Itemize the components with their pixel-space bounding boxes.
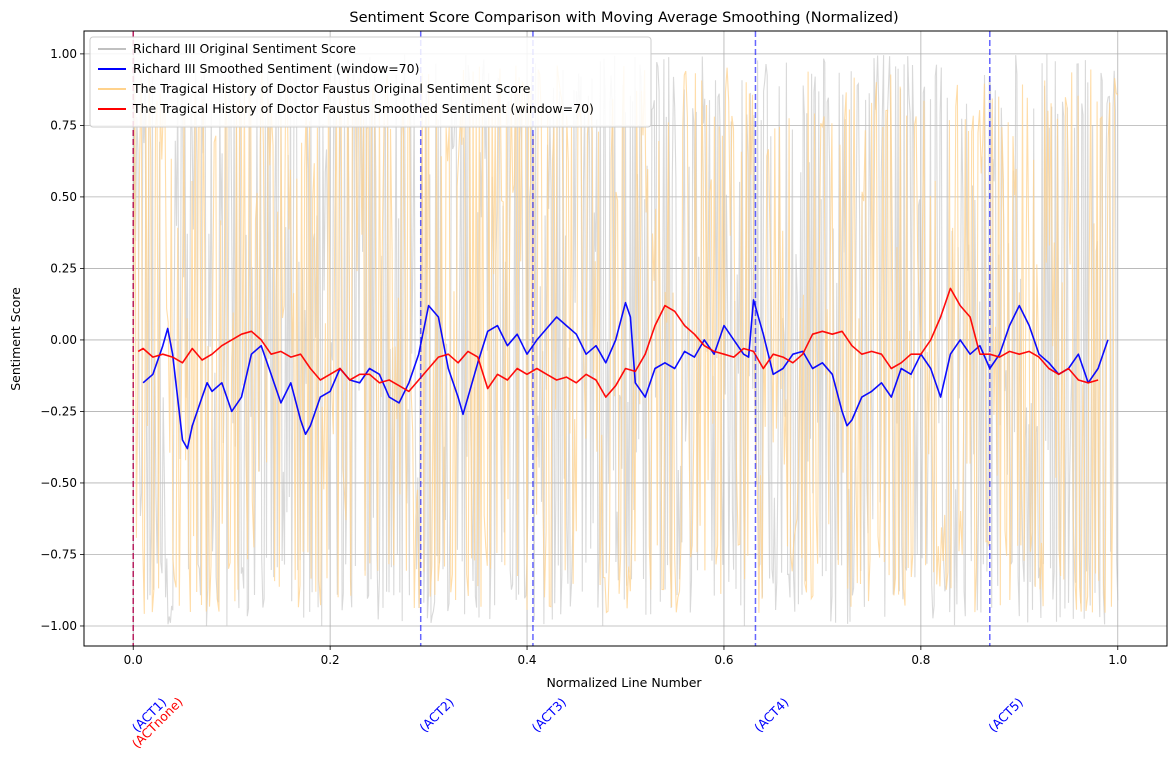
y-tick-label: 0.00 xyxy=(50,333,77,347)
y-tick-label: 0.25 xyxy=(50,261,77,275)
y-axis-label: Sentiment Score xyxy=(8,287,23,391)
act-markers xyxy=(132,31,991,646)
smoothed-series-layer xyxy=(137,287,1109,450)
act-labels: (ACT1)(ACTnone) (ACT2) (ACT3) (ACT4) (ACT5) xyxy=(129,694,1026,751)
legend-box xyxy=(89,36,652,128)
x-tick-label: 0.6 xyxy=(714,653,733,667)
act-label: (ACT2) xyxy=(416,695,457,736)
legend-label: Richard III Smoothed Sentiment (window=7… xyxy=(133,61,419,76)
x-tick-label: 0.8 xyxy=(911,653,930,667)
legend: Richard III Original Sentiment Score Rich… xyxy=(89,36,652,128)
act-label: (ACT4) xyxy=(751,695,792,736)
legend-label: The Tragical History of Doctor Faustus S… xyxy=(132,101,594,116)
chart-title: Sentiment Score Comparison with Moving A… xyxy=(349,10,898,26)
y-tick-label: −0.25 xyxy=(40,404,77,418)
x-tick-label: 0.0 xyxy=(124,653,143,667)
legend-label: Richard III Original Sentiment Score xyxy=(133,41,356,56)
x-tick-label: 0.2 xyxy=(321,653,340,667)
legend-label: The Tragical History of Doctor Faustus O… xyxy=(132,81,531,96)
x-tick-label: 0.4 xyxy=(517,653,536,667)
act-label: (ACT5) xyxy=(985,695,1026,736)
act-label: (ACT3) xyxy=(528,695,569,736)
y-tick-label: 0.50 xyxy=(50,190,77,204)
smoothed-series-line xyxy=(137,287,1099,398)
smoothed-series-line xyxy=(142,299,1109,450)
plot-frame xyxy=(83,30,1168,647)
y-axis-ticks: −1.00 −0.75 −0.50 −0.25 0.00 0.25 0.50 0.75 1.00 xyxy=(40,47,84,633)
y-tick-label: −1.00 xyxy=(40,619,77,633)
y-tick-label: −0.50 xyxy=(40,476,77,490)
x-axis-ticks: 0.0 0.2 0.4 0.6 0.8 1.0 xyxy=(124,646,1127,667)
y-tick-label: −0.75 xyxy=(40,547,77,561)
y-tick-label: 0.75 xyxy=(50,118,77,132)
x-axis-label: Normalized Line Number xyxy=(546,675,702,690)
x-tick-label: 1.0 xyxy=(1108,653,1127,667)
y-tick-label: 1.00 xyxy=(50,47,77,61)
raw-series-line xyxy=(132,65,1119,614)
